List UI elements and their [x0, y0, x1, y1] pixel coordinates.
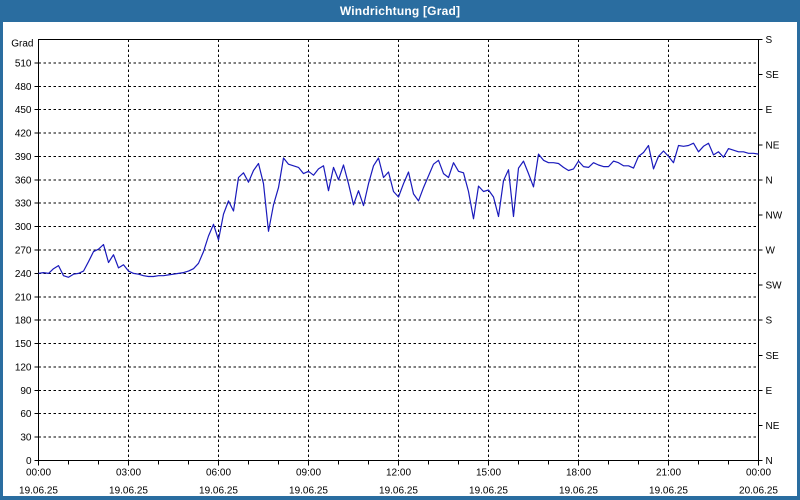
- chart-area: 510 480 450 420 390 360 330 300 270 240 210 180 150 1…: [3, 22, 797, 497]
- y-right-tick-label: SE: [766, 351, 780, 362]
- x-time-label: 15:00: [476, 468, 501, 479]
- y-left-tick-label: 30: [20, 433, 32, 444]
- y-left-tick-label: 510: [15, 58, 32, 69]
- y-left-tick-label: 60: [20, 409, 32, 420]
- x-date-label: 19.06.25: [379, 486, 418, 497]
- x-date-label: 19.06.25: [109, 486, 148, 497]
- y-right-tick-label: W: [766, 246, 776, 257]
- y-right-tick-label: E: [766, 386, 773, 397]
- x-date-label: 19.06.25: [199, 486, 238, 497]
- x-date-label: 19.06.25: [559, 486, 598, 497]
- x-time-label: 06:00: [206, 468, 231, 479]
- y-left-tick-label: 420: [15, 129, 32, 140]
- y-right-tick-label: S: [766, 316, 773, 327]
- y-left-unit-label: Grad: [11, 39, 33, 50]
- x-time-label: 09:00: [296, 468, 321, 479]
- y-left-tick-label: 120: [15, 362, 32, 373]
- y-right-tick-label: NW: [766, 210, 783, 221]
- y-left-tick-label: 390: [15, 152, 32, 163]
- y-right-tick-label: N: [766, 456, 773, 467]
- y-left-tick-label: 330: [15, 199, 32, 210]
- y-right-tick-label: SE: [766, 70, 780, 81]
- x-date-label: 19.06.25: [649, 486, 688, 497]
- y-right-tick-label: E: [766, 105, 773, 116]
- y-left-tick-label: 90: [20, 386, 32, 397]
- x-time-label: 21:00: [656, 468, 681, 479]
- y-right-tick-label: S: [766, 35, 773, 46]
- x-date-label: 19.06.25: [469, 486, 508, 497]
- y-right-tick-label: NE: [766, 140, 780, 151]
- y-left-tick-label: 240: [15, 269, 32, 280]
- y-right-tick-label: SW: [766, 281, 783, 292]
- y-right-tick-label: N: [766, 175, 773, 186]
- y-left-tick-label: 270: [15, 246, 32, 257]
- x-time-label: 03:00: [116, 468, 141, 479]
- x-date-label: 19.06.25: [289, 486, 328, 497]
- y-right-tick-label: NE: [766, 421, 780, 432]
- x-time-label: 18:00: [566, 468, 591, 479]
- y-left-tick-label: 150: [15, 339, 32, 350]
- x-time-label: 00:00: [26, 468, 51, 479]
- y-left-tick-label: 210: [15, 292, 32, 303]
- y-left-tick-label: 480: [15, 82, 32, 93]
- wind-direction-line: [38, 142, 759, 278]
- y-left-tick-label: 300: [15, 222, 32, 233]
- chart-canvas: 5104804504203903603303002702402101801501…: [11, 35, 783, 497]
- title-bar: Windrichtung [Grad]: [0, 0, 800, 22]
- y-left-tick-label: 450: [15, 105, 32, 116]
- x-date-label: 20.06.25: [739, 486, 778, 497]
- y-left-tick-label: 0: [26, 456, 32, 467]
- y-left-tick-label: 360: [15, 175, 32, 186]
- x-date-label: 19.06.25: [19, 486, 58, 497]
- y-left-tick-label: 180: [15, 316, 32, 327]
- x-time-label: 00:00: [746, 468, 771, 479]
- window-title: Windrichtung [Grad]: [339, 4, 461, 18]
- x-time-label: 12:00: [386, 468, 411, 479]
